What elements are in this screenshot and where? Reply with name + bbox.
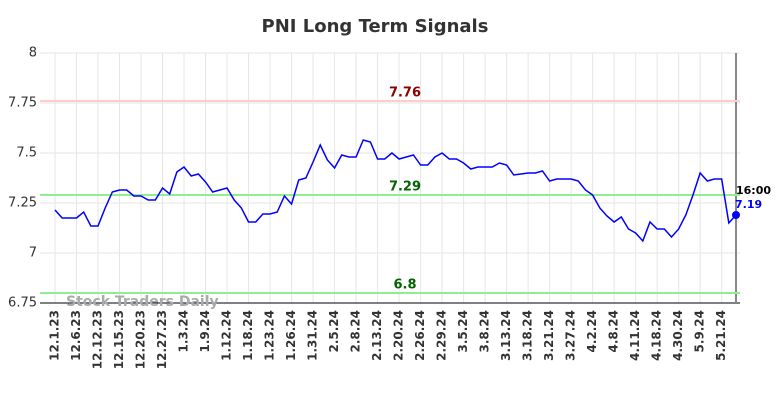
x-tick-label: 1.26.24 [284,310,298,361]
y-tick-label: 6.75 [8,296,37,311]
x-tick-label: 12.27.23 [155,310,169,369]
y-tick-label: 7.75 [8,96,37,111]
x-tick-label: 4.2.24 [585,310,599,353]
y-tick-label: 7.5 [16,146,37,161]
x-tick-label: 1.31.24 [306,310,320,361]
x-tick-label: 4.30.24 [671,310,685,361]
x-tick-label: 1.3.24 [177,310,191,353]
x-tick-label: 1.12.24 [220,310,234,361]
x-tick-label: 3.13.24 [499,310,513,361]
signal-label: 7.29 [389,180,421,195]
x-tick-label: 3.5.24 [456,310,470,353]
y-tick-label: 7 [29,246,37,261]
x-tick-label: 2.13.24 [370,310,384,361]
x-tick-label: 2.8.24 [349,310,363,353]
x-tick-label: 5.21.24 [714,310,728,361]
x-tick-label: 1.23.24 [263,310,277,361]
x-tick-label: 12.15.23 [112,310,126,369]
y-tick-label: 8 [29,46,37,61]
x-tick-label: 12.6.23 [69,310,83,361]
x-tick-label: 2.20.24 [392,310,406,361]
x-tick-label: 4.11.24 [628,310,642,361]
x-tick-label: 12.1.23 [48,310,62,361]
x-tick-label: 2.29.24 [435,310,449,361]
watermark: Stock Traders Daily [66,294,219,310]
x-tick-label: 2.5.24 [327,310,341,353]
time-label: 16:00 [736,184,771,197]
x-tick-label: 4.18.24 [650,310,664,361]
signal-label: 7.76 [389,86,421,101]
x-tick-label: 2.26.24 [413,310,427,361]
x-tick-label: 3.8.24 [478,310,492,353]
chart-title: PNI Long Term Signals [262,16,489,37]
price-line [54,139,737,243]
x-tick-label: 12.12.23 [91,310,105,369]
y-tick-label: 7.25 [8,196,37,211]
x-tick-label: 1.9.24 [198,310,212,353]
last-point [732,211,740,219]
x-tick-label: 3.18.24 [521,310,535,361]
x-tick-label: 4.8.24 [607,310,621,353]
signal-label: 6.8 [393,278,416,293]
x-tick-label: 1.18.24 [241,310,255,361]
x-tick-label: 5.9.24 [693,310,707,353]
x-tick-label: 3.27.24 [564,310,578,361]
x-tick-label: 12.20.23 [134,310,148,369]
x-tick-label: 3.21.24 [542,310,556,361]
last-value-label: 7.19 [735,198,762,211]
